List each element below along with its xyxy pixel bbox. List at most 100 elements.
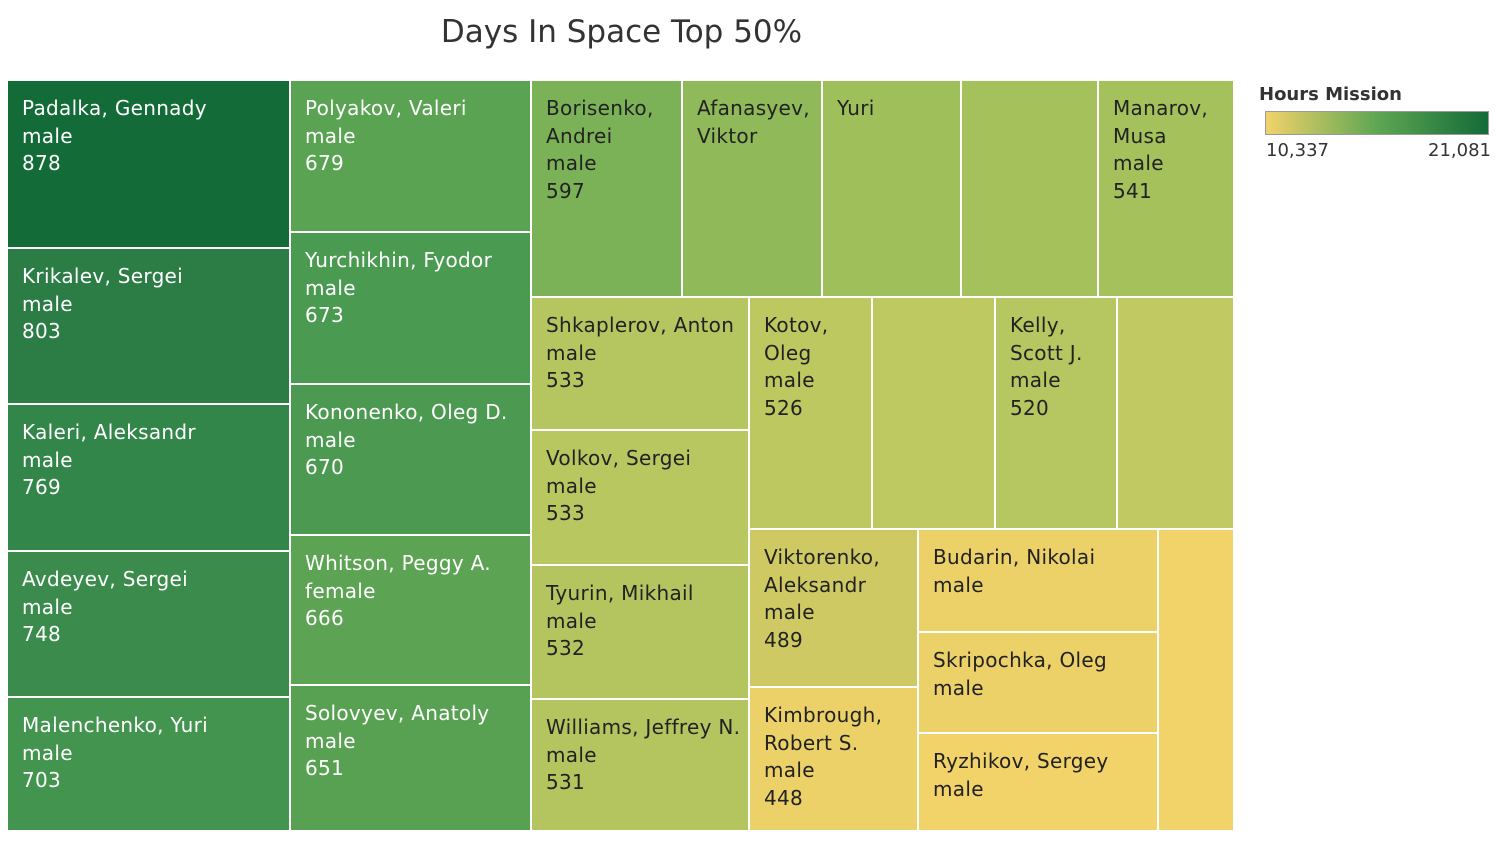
treemap-label-line: Andrei <box>546 123 613 148</box>
treemap-cell[interactable] <box>873 298 996 530</box>
treemap-cell[interactable]: Kononenko, Oleg D. male 670 <box>291 385 532 536</box>
treemap-label-line: male <box>22 447 73 472</box>
treemap-label-line: Volkov, Sergei <box>546 446 692 470</box>
treemap-label-line: Afanasyev, <box>697 96 810 120</box>
treemap-label-line: Robert S. <box>764 730 859 755</box>
treemap-label-line: Manarov, <box>1113 96 1209 120</box>
treemap-label-line: male <box>1113 151 1164 175</box>
treemap-cell-label: Borisenko, Andrei male 597 <box>546 95 675 205</box>
treemap-cell[interactable]: Viktorenko, Aleksandr male 489 <box>750 530 919 688</box>
treemap-cell[interactable] <box>1159 530 1235 832</box>
treemap-cell[interactable]: Kaleri, Aleksandr male 769 <box>8 405 291 552</box>
treemap-cell-label: Yurchikhin, Fyodor male 673 <box>305 247 524 330</box>
treemap-label-line: 597 <box>546 178 586 203</box>
treemap-label-line: 803 <box>22 319 62 343</box>
treemap-cell-label: Kononenko, Oleg D. male 670 <box>305 399 524 482</box>
legend-title: Hours Mission <box>1259 84 1402 105</box>
treemap-cell[interactable]: Williams, Jeffrey N. male 531 <box>532 700 750 832</box>
treemap-label-line: Kaleri, Aleksandr <box>22 420 196 444</box>
treemap-label-line: 769 <box>22 475 62 499</box>
treemap-cell-label: Krikalev, Sergei male 803 <box>22 263 283 346</box>
treemap-label-line: 533 <box>546 501 586 525</box>
treemap-label-line: Williams, Jeffrey N. <box>546 715 741 739</box>
treemap-cell-label: Polyakov, Valeri male 679 <box>305 95 524 178</box>
chart-title: Days In Space Top 50% <box>440 14 803 50</box>
treemap-cell-label: Afanasyev, Viktor <box>697 95 815 150</box>
treemap-cell-label: Ryzhikov, Sergey male <box>933 748 1151 803</box>
treemap-label-line: male <box>305 728 356 753</box>
treemap-cell-label: Yuri <box>837 95 954 123</box>
treemap-cell-label: Williams, Jeffrey N. male 531 <box>546 714 742 797</box>
treemap-cell[interactable]: Shkaplerov, Anton male 533 <box>532 298 750 431</box>
treemap-label-line: male <box>764 368 815 392</box>
treemap-cell[interactable]: Skripochka, Oleg male <box>919 633 1159 734</box>
treemap-label-line: 748 <box>22 622 62 646</box>
treemap-cell-label: Skripochka, Oleg male <box>933 647 1151 702</box>
treemap-cell[interactable]: Whitson, Peggy A. female 666 <box>291 536 532 686</box>
treemap-cell[interactable]: Kimbrough, Robert S. male 448 <box>750 688 919 832</box>
treemap-label-line: male <box>764 600 815 624</box>
treemap-cell-label: Kelly, Scott J. male 520 <box>1010 312 1110 422</box>
treemap-label-line: male <box>305 275 356 300</box>
treemap-cell[interactable]: Borisenko, Andrei male 597 <box>532 81 683 298</box>
treemap-cell[interactable] <box>962 81 1099 298</box>
treemap-label-line: Aleksandr <box>764 572 867 597</box>
treemap-label-line: 526 <box>764 395 804 420</box>
treemap-cell-label: Kaleri, Aleksandr male 769 <box>22 419 283 502</box>
treemap-label-line: Scott J. <box>1010 340 1083 365</box>
treemap-label-line: male <box>546 473 597 498</box>
treemap-cell-label: Padalka, Gennady male 878 <box>22 95 283 178</box>
treemap-cell[interactable] <box>1118 298 1235 530</box>
treemap-cell-label: Volkov, Sergei male 533 <box>546 445 742 528</box>
treemap-cell-label: Manarov, Musa male 541 <box>1113 95 1227 205</box>
treemap-cell[interactable]: Afanasyev, Viktor <box>683 81 823 298</box>
treemap-cell[interactable]: Polyakov, Valeri male 679 <box>291 81 532 233</box>
treemap-label-line: male <box>933 675 984 700</box>
treemap-cell[interactable]: Kelly, Scott J. male 520 <box>996 298 1118 530</box>
treemap-label-line: Kimbrough, <box>764 703 883 727</box>
treemap-cell[interactable]: Kotov, Oleg male 526 <box>750 298 873 530</box>
treemap-label-line: male <box>305 123 356 148</box>
treemap-label-line: male <box>305 427 356 452</box>
treemap-label-line: Yuri <box>837 96 875 120</box>
treemap-label-line: Krikalev, Sergei <box>22 264 184 288</box>
treemap-label-line: Tyurin, Mikhail <box>546 581 694 605</box>
treemap-label-line: 703 <box>22 768 62 792</box>
legend-min-label: 10,337 <box>1266 140 1329 161</box>
treemap-cell[interactable]: Padalka, Gennady male 878 <box>8 81 291 249</box>
treemap-label-line: Yurchikhin, Fyodor <box>305 248 493 272</box>
treemap-label-line: 532 <box>546 636 586 660</box>
treemap-cell[interactable]: Avdeyev, Sergei male 748 <box>8 552 291 698</box>
treemap-label-line: Avdeyev, Sergei <box>22 567 188 591</box>
treemap-label-line: male <box>22 123 73 148</box>
treemap-cell-label: Kotov, Oleg male 526 <box>764 312 865 422</box>
treemap-label-line: Kelly, <box>1010 313 1066 337</box>
legend-max-label: 21,081 <box>1428 140 1491 161</box>
legend-gradient-bar <box>1265 111 1489 135</box>
treemap-cell[interactable]: Ryzhikov, Sergey male <box>919 734 1159 832</box>
treemap-cell[interactable]: Tyurin, Mikhail male 532 <box>532 566 750 700</box>
treemap-cell[interactable]: Manarov, Musa male 541 <box>1099 81 1235 298</box>
treemap-cell[interactable]: Solovyev, Anatoly male 651 <box>291 686 532 832</box>
legend-labels: 10,337 21,081 <box>1265 140 1491 164</box>
treemap-label-line: Polyakov, Valeri <box>305 96 467 120</box>
treemap-label-line: Viktor <box>697 123 758 148</box>
treemap-label-line: Padalka, Gennady <box>22 96 207 120</box>
treemap-label-line: male <box>546 608 597 633</box>
treemap-cell[interactable]: Budarin, Nikolai male <box>919 530 1159 633</box>
treemap-label-line: Musa <box>1113 123 1167 148</box>
treemap-cell[interactable]: Malenchenko, Yuri male 703 <box>8 698 291 832</box>
treemap-label-line: Viktorenko, <box>764 545 880 569</box>
treemap-cell[interactable]: Krikalev, Sergei male 803 <box>8 249 291 405</box>
treemap-label-line: Borisenko, <box>546 96 654 120</box>
treemap-label-line: male <box>933 572 984 597</box>
treemap-cell[interactable]: Volkov, Sergei male 533 <box>532 431 750 566</box>
treemap-label-line: Malenchenko, Yuri <box>22 713 208 737</box>
treemap-label-line: male <box>1010 368 1061 392</box>
treemap-cell[interactable]: Yurchikhin, Fyodor male 673 <box>291 233 532 385</box>
treemap-label-line: Kononenko, Oleg D. <box>305 400 508 424</box>
treemap-label-line: 520 <box>1010 395 1050 420</box>
treemap-label-line: 673 <box>305 303 345 327</box>
treemap-cell[interactable]: Yuri <box>823 81 962 298</box>
